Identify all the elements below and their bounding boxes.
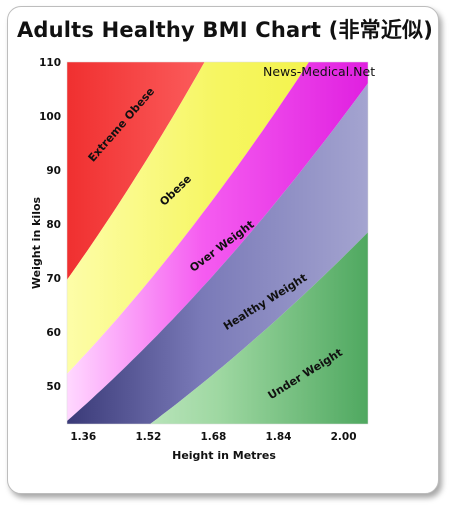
plot-border — [66, 61, 369, 425]
watermark: News-Medical.Net — [263, 64, 375, 79]
x-tick-label: 2.00 — [331, 431, 357, 443]
y-tick-label: 80 — [46, 219, 61, 231]
y-tick-label: 50 — [46, 381, 61, 393]
chart-title: Adults Healthy BMI Chart (非常近似) — [16, 18, 434, 42]
zone-over-weight — [67, 62, 368, 421]
y-axis: 50 60 70 80 90 100 110 — [39, 57, 61, 393]
y-axis-label: Weight in kilos — [30, 196, 43, 289]
x-axis-label: Height in Metres — [172, 449, 276, 462]
zone-healthy-weight — [67, 83, 368, 424]
y-tick-label: 110 — [39, 57, 61, 69]
x-tick-label: 1.52 — [135, 431, 161, 443]
x-tick-label: 1.84 — [266, 431, 292, 443]
x-tick-label: 1.68 — [200, 431, 226, 443]
zone-extreme-obese — [67, 62, 205, 280]
zone-under-weight — [150, 232, 368, 424]
zones-layer — [67, 62, 368, 424]
y-tick-label: 90 — [46, 165, 61, 177]
zone-obese — [67, 62, 309, 374]
x-tick-label: 1.36 — [70, 431, 96, 443]
y-tick-label: 60 — [46, 327, 61, 339]
y-tick-label: 100 — [39, 111, 61, 123]
x-axis: 1.36 1.52 1.68 1.84 2.00 — [70, 431, 356, 443]
y-tick-label: 70 — [46, 273, 61, 285]
